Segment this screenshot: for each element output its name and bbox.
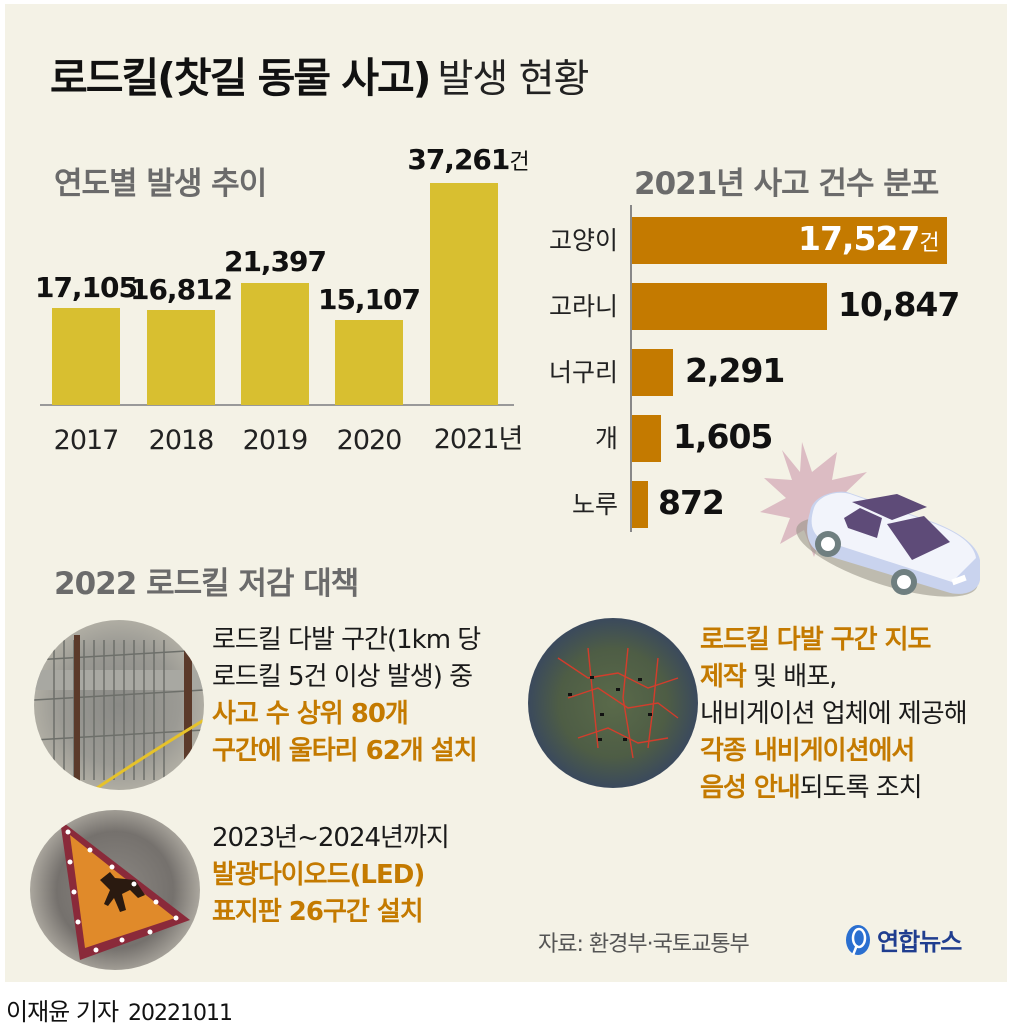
yearly-section-title: 연도별 발생 추이: [54, 166, 267, 202]
bar-value-raccoon-dog: 2,291: [685, 351, 785, 390]
fence-measure-text: 로드킬 다발 구간(1km 당 로드킬 5건 이상 발생) 중 사고 수 상위 …: [212, 622, 481, 770]
bar-row-raccoon-dog: 너구리 2,291: [520, 349, 990, 396]
map-line-2-highlight: 제작: [700, 662, 747, 692]
led-line-2: 발광다이오드(LED): [212, 860, 425, 890]
category-label: 개: [594, 424, 618, 453]
category-label: 너구리: [548, 358, 618, 387]
bar-value-2017: 17,105: [34, 271, 138, 304]
year-suffix: 년: [498, 424, 523, 455]
map-line-4: 각종 내비게이션에서: [700, 736, 915, 766]
page-title: 로드킬(찻길 동물 사고) 발생 현황: [50, 44, 590, 104]
bar-row-dog: 개 1,605: [520, 415, 990, 462]
bar-value-2021-number: 37,261: [407, 143, 510, 176]
map-line-1: 로드킬 다발 구간 지도: [700, 625, 931, 655]
fence-photo: [34, 620, 204, 790]
bar-value-2018: 16,812: [129, 273, 233, 306]
category-label: 노루: [571, 490, 618, 519]
bar-value-roe-deer: 872: [658, 483, 725, 522]
deer-crossing-sign-icon: [60, 820, 190, 960]
bar-2019: [241, 283, 309, 405]
map-line-3: 내비게이션 업체에 제공해: [700, 699, 968, 729]
y-axis-line: [630, 205, 632, 532]
source-credit: 자료: 환경부·국토교통부: [538, 932, 750, 957]
bar-raccoon-dog: [632, 349, 673, 396]
unit-label: 건: [509, 150, 529, 175]
publish-date: 20221011: [128, 1001, 233, 1026]
byline: 이재윤 기자 20221011: [6, 992, 233, 1027]
title-light: 발생 현황: [437, 57, 590, 102]
map-line-2-rest: 및 배포,: [745, 662, 837, 692]
map-line-5-rest: 되도록 조치: [799, 773, 923, 803]
map-line-5: 음성 안내되도록 조치: [700, 770, 967, 807]
bar-row-water-deer: 고라니 10,847: [520, 283, 990, 330]
led-measure-text: 2023년~2024년까지 발광다이오드(LED) 표지판 26구간 설치: [212, 820, 450, 931]
category-label: 고라니: [548, 292, 618, 321]
road-map-icon: [557, 647, 679, 759]
measures-section-title: 2022 로드킬 저감 대책: [54, 566, 359, 602]
year-label-2017: 2017: [53, 425, 120, 456]
bar-cat: [632, 217, 947, 264]
bar-water-deer: [632, 283, 827, 330]
bar-row-cat: 고양이 17,527건: [520, 217, 990, 264]
bar-2021: [430, 183, 498, 405]
value-number: 17,527: [798, 219, 920, 258]
yearly-bar-chart: 17,105 2017 16,812 2018 21,397 2019 15,1…: [35, 143, 530, 460]
year-label-2018: 2018: [148, 425, 215, 456]
map-measure-text: 로드킬 다발 구간 지도 제작 및 배포, 내비게이션 업체에 제공해 각종 내…: [700, 622, 968, 807]
x-axis-line: [40, 404, 514, 406]
bar-2017: [52, 308, 120, 405]
fence-line-2: 로드킬 5건 이상 발생) 중: [212, 662, 473, 692]
year-2021: 2021: [433, 424, 500, 455]
bar-value-dog: 1,605: [673, 417, 773, 456]
bar-value-water-deer: 10,847: [838, 285, 960, 324]
distribution-bar-chart: 고양이 17,527건 고라니 10,847 너구리 2,291 개 1,605…: [520, 205, 990, 535]
unit-label: 건: [919, 231, 939, 256]
year-label-2021: 2021년: [418, 417, 538, 456]
reporter-name: 이재윤 기자: [6, 998, 119, 1026]
bar-value-2020: 15,107: [317, 283, 421, 316]
map-photo: [528, 618, 698, 788]
title-bold: 로드킬(찻길 동물 사고): [50, 54, 432, 102]
bar-2020: [335, 320, 403, 405]
logo-text: 연합뉴스: [877, 928, 962, 956]
fence-icon: [34, 635, 204, 790]
year-label-2020: 2020: [336, 425, 403, 456]
map-line-2: 제작 및 배포,: [700, 659, 967, 696]
bar-value-2021: 37,261건: [388, 143, 548, 176]
map-line-5-highlight: 음성 안내: [700, 773, 801, 803]
distribution-section-title: 2021년 사고 건수 분포: [634, 166, 939, 202]
bar-dog: [632, 415, 661, 462]
bar-row-roe-deer: 노루 872: [520, 481, 990, 528]
led-sign-photo: [30, 810, 200, 970]
bar-2018: [147, 310, 215, 405]
fence-line-4: 구간에 울타리 62개 설치: [212, 736, 478, 766]
yonhap-logo: 연합뉴스: [843, 922, 962, 957]
yonhap-logo-icon: [846, 924, 870, 955]
bar-roe-deer: [632, 481, 648, 528]
car-crash-icon: [760, 442, 980, 597]
category-label: 고양이: [548, 226, 618, 255]
fence-line-3: 사고 수 상위 80개: [212, 699, 409, 729]
bar-value-cat: 17,527건: [798, 219, 940, 258]
led-line-1: 2023년~2024년까지: [212, 823, 450, 853]
fence-line-1: 로드킬 다발 구간(1km 당: [212, 625, 481, 655]
led-line-3: 표지판 26구간 설치: [212, 897, 424, 927]
bar-value-2019: 21,397: [223, 245, 327, 278]
year-label-2019: 2019: [242, 425, 309, 456]
